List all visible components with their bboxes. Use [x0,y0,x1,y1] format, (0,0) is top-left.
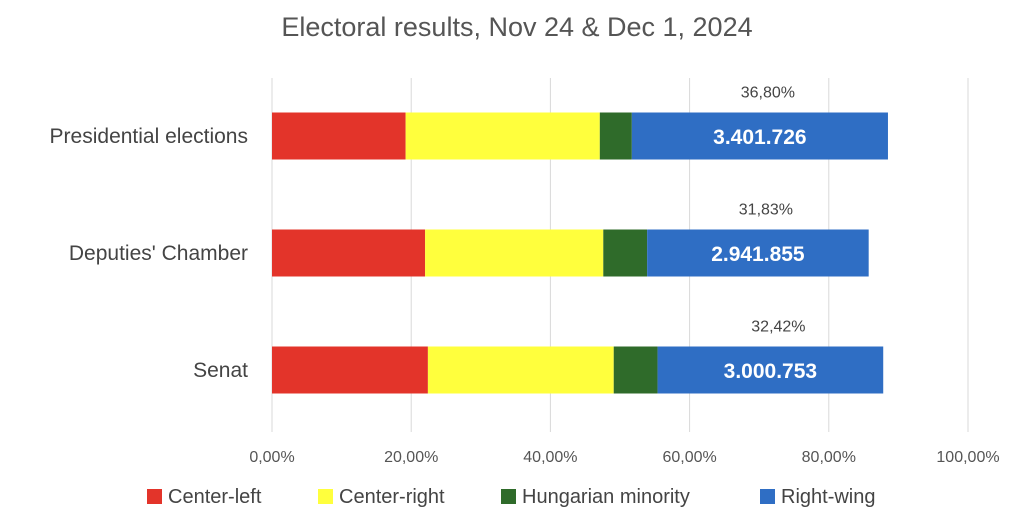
x-tick-label: 40,00% [523,449,577,466]
category-labels: Presidential elections Deputies' Chamber S… [50,125,249,382]
category-label: Senat [193,359,248,382]
legend-label: Hungarian minority [522,486,690,508]
legend-label: Right-wing [781,486,875,508]
chart-title: Electoral results, Nov 24 & Dec 1, 2024 [281,12,752,42]
legend-swatch [501,489,516,504]
bar-segment [427,346,614,394]
bar-segment [657,346,884,394]
share-label: 36,80% [741,85,795,102]
share-label: 31,83% [739,202,793,219]
x-axis-ticks: 0,00% 20,00% 40,00% 60,00% 80,00% 100,00% [249,449,999,466]
bar-segment [631,112,888,160]
bar-segment [603,229,648,277]
bar-segment [272,112,406,160]
legend-swatch [760,489,775,504]
bar-segment [613,346,658,394]
bar-segment [647,229,869,277]
votes-label: 3.000.753 [724,360,817,383]
x-tick-label: 100,00% [936,449,999,466]
category-label: Presidential elections [50,125,248,148]
bar-segment [272,229,426,277]
category-label: Deputies' Chamber [69,242,248,265]
bars [272,112,888,394]
bar-segment [599,112,632,160]
share-label: 32,42% [751,319,805,336]
x-tick-label: 80,00% [802,449,856,466]
votes-label: 3.401.726 [713,126,806,149]
legend-label: Center-right [339,486,445,508]
votes-label: 2.941.855 [711,243,805,266]
data-labels: 3.401.726 36,80% 2.941.855 31,83% 3.000.753 3… [711,85,817,384]
legend-swatch [318,489,333,504]
bar-segment [405,112,600,160]
x-tick-label: 20,00% [384,449,438,466]
x-tick-label: 60,00% [662,449,716,466]
bar-segment [425,229,604,277]
bar-segment [272,346,428,394]
legend: Center-left Center-right Hungarian minorit… [147,486,875,508]
legend-label: Center-left [168,486,262,508]
x-tick-label: 0,00% [249,449,294,466]
legend-swatch [147,489,162,504]
